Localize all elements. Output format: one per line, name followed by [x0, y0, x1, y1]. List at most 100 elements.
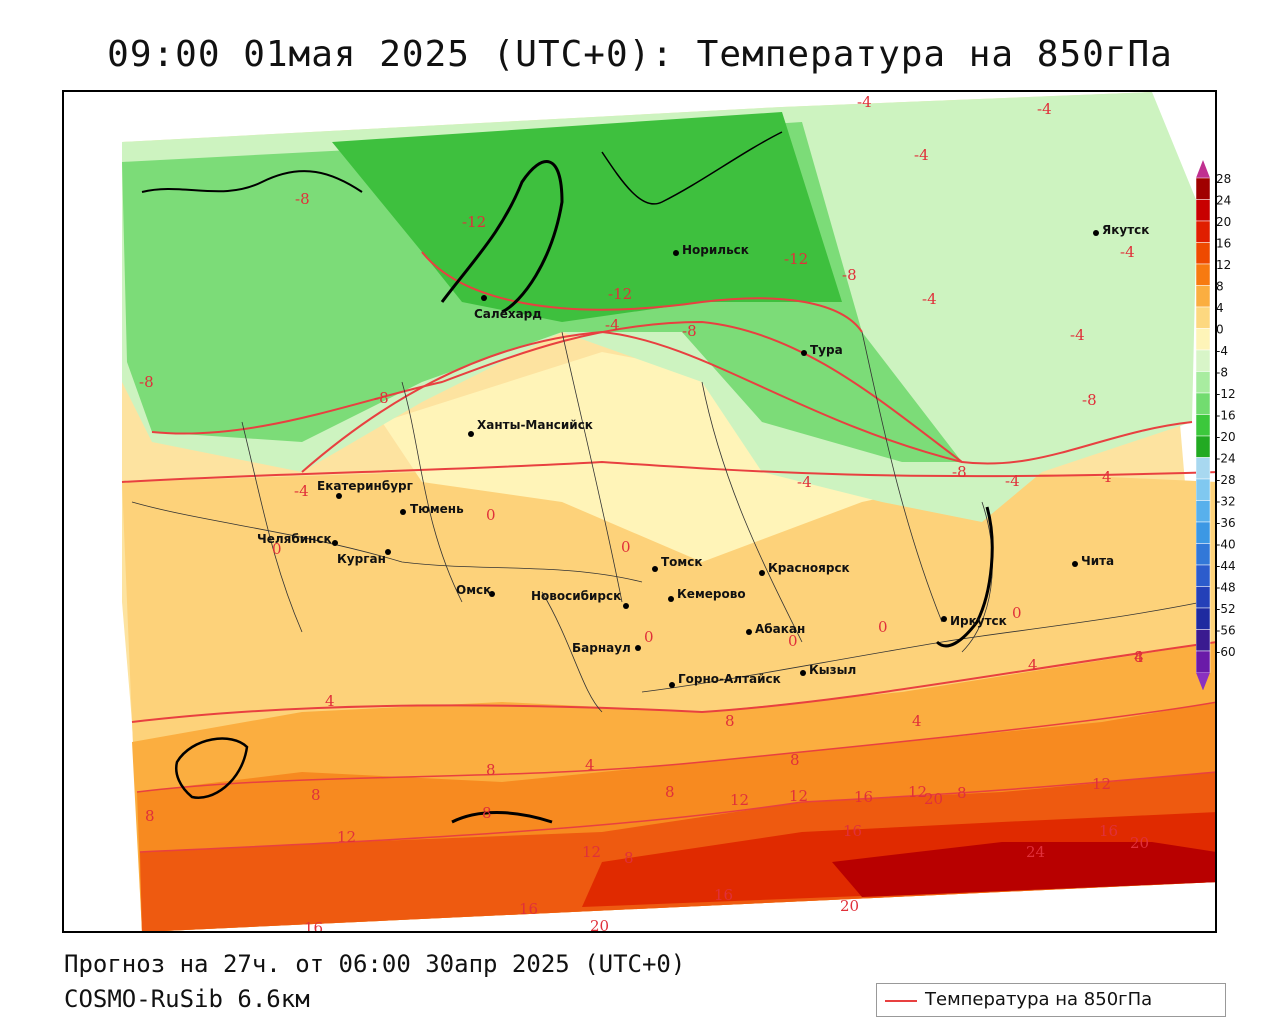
scale-swatch: [1195, 521, 1211, 544]
isotherm-line: [151, 320, 963, 463]
city-abakan: Абакан: [746, 622, 805, 636]
zone-cool-0: [382, 352, 1002, 562]
isotherm-label: 24: [1026, 843, 1045, 861]
scale-swatch: [1195, 177, 1211, 200]
isotherm-label: 8: [145, 807, 155, 825]
isotherm-label: -4: [1120, 243, 1135, 261]
city-yekaterinburg: Екатеринбург: [317, 479, 413, 499]
scale-tick-label: -24: [1216, 452, 1236, 466]
isotherm-label: 20: [924, 790, 943, 808]
isotherm-label: -4: [914, 146, 929, 164]
isotherm-label: -4: [605, 316, 620, 334]
isotherm-label: 20: [840, 897, 859, 915]
isotherm-label: 16: [304, 919, 323, 933]
city-yakutsk: Якутск: [1093, 223, 1149, 237]
svg-text:Барнаул: Барнаул: [572, 641, 631, 655]
city-irkutsk: Иркутск: [941, 614, 1007, 628]
scale-tick-label: 0: [1216, 323, 1224, 337]
svg-text:Томск: Томск: [661, 555, 703, 569]
scale-swatch: [1195, 435, 1211, 458]
isotherm-label: 12: [337, 828, 356, 846]
scale-swatch: [1195, 199, 1211, 222]
city-salekhard: Салехард: [474, 295, 542, 321]
city-barnaul: Барнаул: [572, 641, 641, 655]
isotherm-label: 16: [1099, 822, 1118, 840]
scale-tick-label: -56: [1216, 624, 1236, 638]
lake-balkhash: [451, 811, 553, 824]
scale-tick-label: -44: [1216, 559, 1236, 573]
isotherm-label: 0: [1012, 604, 1022, 622]
map-canvas: Якутск Норильск Салехард Тура Ханты-Манс…: [121, 92, 1215, 933]
isotherm-label: 12: [730, 791, 749, 809]
scale-swatch: [1195, 586, 1211, 609]
isotherm-label: -8: [139, 373, 154, 391]
isotherm-label: -4: [1005, 472, 1020, 490]
svg-text:Абакан: Абакан: [755, 622, 805, 636]
scale-swatch: [1195, 371, 1211, 394]
city-khanty-mansiysk: Ханты-Мансийск: [468, 418, 593, 437]
isotherm-label: 0: [486, 506, 496, 524]
scale-tick-label: 8: [1216, 280, 1224, 294]
city-norilsk: Норильск: [673, 243, 749, 257]
isotherm-label: 8: [790, 751, 800, 769]
isotherm-label: -8: [952, 463, 967, 481]
isotherm-label: -12: [462, 213, 486, 231]
isotherm-line: [301, 330, 1193, 473]
isotherm-label: -4: [922, 290, 937, 308]
city-chelyabinsk: Челябинск: [257, 532, 338, 546]
isotherm-line: [131, 641, 1215, 723]
scale-arrow-up: [1196, 160, 1210, 178]
scale-swatch: [1195, 242, 1211, 265]
isotherm-label: 0: [644, 628, 654, 646]
isotherm-label: -8: [295, 190, 310, 208]
scale-swatch: [1195, 328, 1211, 351]
isotherm-label: 12: [789, 787, 808, 805]
model-info: COSMO-RuSib 6.6км: [64, 985, 310, 1013]
isotherm-label: 8: [725, 712, 735, 730]
svg-text:Горно-Алтайск: Горно-Алтайск: [678, 672, 781, 686]
svg-text:Омск: Омск: [456, 583, 491, 597]
city-kurgan: Курган: [337, 549, 391, 566]
isotherm-label: -12: [608, 285, 632, 303]
isotherm-label: 16: [519, 900, 538, 918]
isotherm-label: 8: [311, 786, 321, 804]
scale-tick-label: -16: [1216, 409, 1236, 423]
coastline: [141, 170, 363, 193]
map-title: 09:00 01мая 2025 (UTC+0): Температура на…: [107, 34, 1173, 75]
isotherm-label: -4: [1070, 326, 1085, 344]
zone-warm-24: [832, 842, 1215, 897]
isotherm-label: 12: [908, 783, 927, 801]
scale-swatch: [1195, 392, 1211, 415]
isotherm-label: -8: [682, 322, 697, 340]
scale-swatch: [1195, 457, 1211, 480]
isotherm-label: -4: [294, 482, 309, 500]
isotherm-label: 0: [878, 618, 888, 636]
legend: Температура на 850гПа: [876, 983, 1226, 1017]
scale-tick-label: -60: [1216, 645, 1236, 659]
isotherm-label: 4: [912, 712, 922, 730]
svg-text:Якутск: Якутск: [1102, 223, 1149, 237]
isotherm-label: -4: [1037, 100, 1052, 118]
scale-tick-label: 28: [1216, 172, 1231, 186]
svg-text:Чита: Чита: [1081, 554, 1114, 568]
isotherm-label: 4: [1134, 648, 1144, 666]
isotherm-label: 0: [788, 632, 798, 650]
isotherm-label: 0: [621, 538, 631, 556]
temperature-map: Якутск Норильск Салехард Тура Ханты-Манс…: [62, 90, 1217, 933]
isotherm-line: [136, 701, 1215, 793]
scale-swatch: [1195, 478, 1211, 501]
svg-text:Кемерово: Кемерово: [677, 587, 746, 601]
svg-text:Новосибирск: Новосибирск: [531, 589, 621, 603]
isotherm-label: -8: [842, 266, 857, 284]
isotherm-label: 20: [590, 917, 609, 933]
zone-cold-minus12: [332, 112, 842, 322]
region-borders: [131, 331, 1203, 713]
scale-tick-label: -28: [1216, 473, 1236, 487]
legend-line-sample: [885, 1000, 917, 1002]
scale-tick-label: 20: [1216, 215, 1231, 229]
svg-text:Тюмень: Тюмень: [410, 502, 464, 516]
scale-swatch: [1195, 629, 1211, 652]
color-scale-svg: 28 24 20 16 12 8 4 0 -4 -8 -12 -16 -20 -24 -28 -32 -36 -4…: [1195, 160, 1236, 691]
city-omsk: Омск: [456, 583, 495, 597]
svg-text:Кызыл: Кызыл: [809, 663, 856, 677]
